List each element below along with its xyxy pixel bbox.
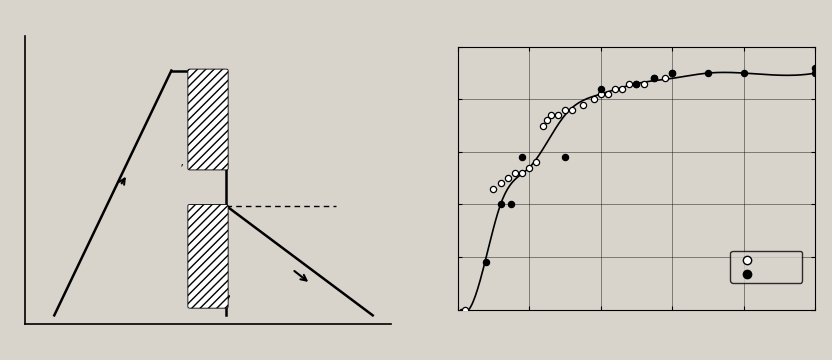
Point: [504, 202, 518, 207]
Legend: 합금강, 탄소강: 합금강, 탄소강: [730, 251, 802, 283]
Point: [577, 102, 590, 108]
Point: [541, 117, 554, 123]
Point: [602, 91, 615, 97]
Point: [737, 70, 750, 76]
Point: [566, 107, 579, 113]
Text: Ar’: Ar’: [158, 165, 184, 172]
Point: [608, 86, 622, 92]
Point: [594, 86, 607, 92]
Point: [630, 81, 643, 86]
Point: [551, 112, 564, 118]
Point: [616, 86, 629, 92]
Point: [666, 70, 679, 76]
Point: [630, 81, 643, 86]
Point: [515, 154, 528, 160]
Point: [458, 307, 472, 312]
Point: [809, 70, 822, 76]
Point: [594, 91, 607, 97]
Point: [622, 81, 636, 86]
Point: [558, 107, 572, 113]
Point: [558, 154, 572, 160]
Point: [487, 186, 500, 192]
Point: [648, 76, 661, 81]
FancyBboxPatch shape: [188, 69, 228, 170]
Point: [809, 65, 822, 71]
Point: [508, 170, 522, 176]
Point: [658, 76, 671, 81]
Point: [701, 70, 715, 76]
Point: [530, 159, 543, 165]
Point: [494, 202, 508, 207]
Point: [637, 81, 651, 86]
Point: [501, 175, 514, 181]
Point: [494, 181, 508, 186]
Point: [544, 112, 557, 118]
Point: [537, 123, 550, 129]
FancyBboxPatch shape: [188, 204, 228, 308]
Point: [587, 96, 600, 102]
Point: [666, 70, 679, 76]
Point: [479, 260, 493, 265]
Point: [648, 76, 661, 81]
Point: [515, 170, 528, 176]
Point: [522, 165, 536, 171]
